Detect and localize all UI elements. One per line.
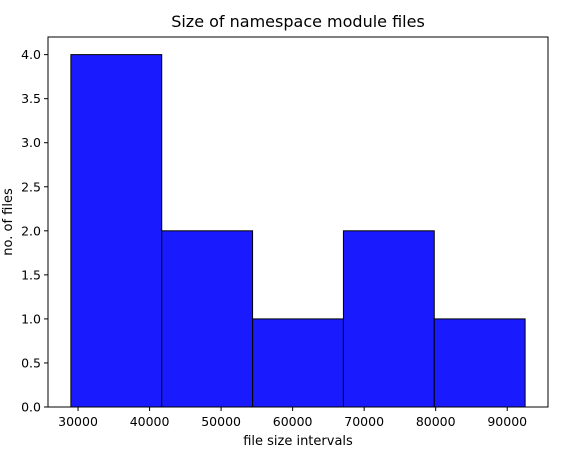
y-axis-label: no. of files — [1, 188, 16, 256]
y-tick-label: 4.0 — [21, 47, 41, 62]
y-tick-label: 0.0 — [21, 400, 41, 415]
x-tick-label: 60000 — [273, 414, 313, 429]
x-tick-label: 80000 — [416, 414, 456, 429]
x-tick-label: 30000 — [58, 414, 98, 429]
y-axis-ticks: 0.0 0.5 1.0 1.5 2.0 2.5 3.0 3.5 4.0 — [21, 47, 48, 415]
bar-3 — [252, 318, 344, 408]
bars-group — [70, 54, 526, 408]
y-tick-label: 3.5 — [21, 91, 41, 106]
plot-frame — [47, 36, 549, 408]
x-axis-ticks: 30000 40000 50000 60000 70000 80000 90000 — [58, 407, 527, 429]
y-tick-label: 2.5 — [21, 179, 41, 194]
y-tick-label: 1.0 — [21, 311, 41, 326]
chart-title: Size of namespace module files — [171, 12, 425, 31]
bar-2 — [161, 230, 254, 408]
y-tick-label: 2.0 — [21, 223, 41, 238]
bar-5 — [433, 318, 526, 408]
y-tick-label: 1.5 — [21, 267, 41, 282]
x-tick-label: 70000 — [344, 414, 384, 429]
x-axis-label: file size intervals — [243, 434, 353, 449]
x-tick-label: 50000 — [201, 414, 241, 429]
x-tick-label: 90000 — [487, 414, 527, 429]
x-tick-label: 40000 — [130, 414, 170, 429]
bar-1 — [70, 54, 163, 408]
y-tick-label: 0.5 — [21, 355, 41, 370]
bar-4 — [342, 230, 435, 408]
y-tick-label: 3.0 — [21, 135, 41, 150]
